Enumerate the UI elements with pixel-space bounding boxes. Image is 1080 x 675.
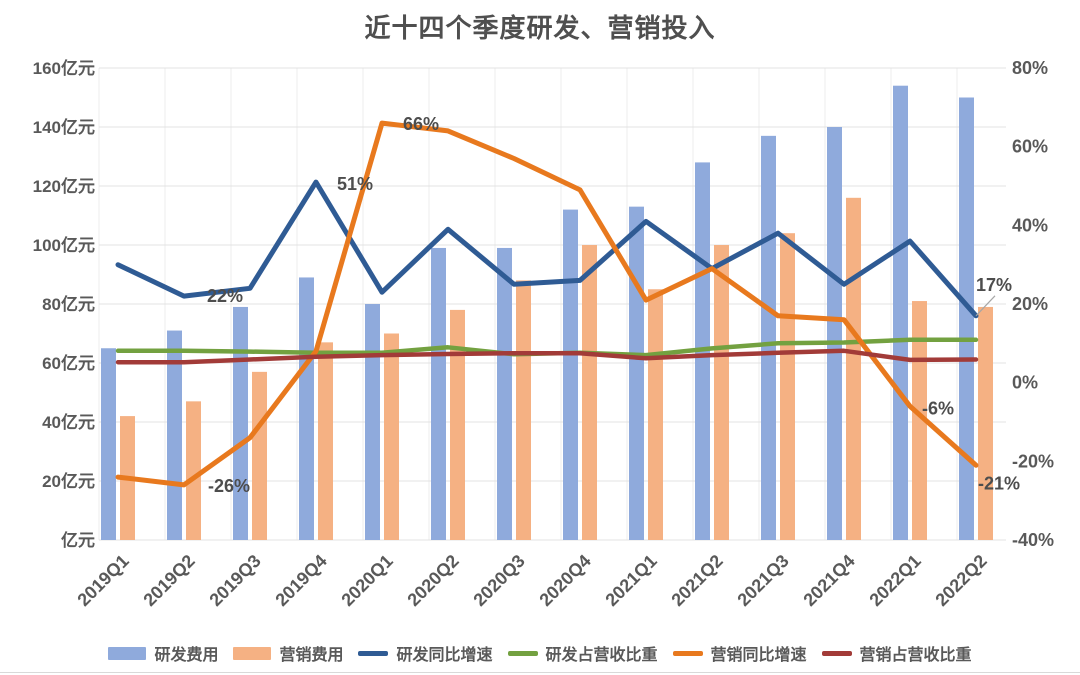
- bar-营销费用-2019Q2: [186, 401, 201, 540]
- chart-canvas: 22% 51% 66% -26% 17% -6% -21% 160亿元 140亿元 120亿元 10…: [33, 58, 1054, 610]
- y-axis-left-label: 100亿元: [33, 235, 95, 255]
- legend-swatch-bar: [108, 646, 147, 660]
- x-axis-label: 2020Q4: [535, 551, 594, 610]
- y-axis-right-label: -40%: [1012, 530, 1054, 550]
- legend-label: 研发占营收比重: [545, 647, 658, 664]
- x-axis-label: 2021Q2: [667, 551, 726, 610]
- x-axis-label: 2020Q2: [403, 551, 462, 610]
- bar-研发费用-2021Q1: [629, 206, 644, 540]
- annotation-label: -21%: [978, 473, 1020, 493]
- y-axis-left-label: 120亿元: [33, 176, 95, 196]
- data-line-研发同比增速: [115, 179, 979, 319]
- legend-label: 营销占营收比重: [859, 647, 972, 664]
- y-axis-right-label: 60%: [1012, 137, 1048, 157]
- bar-研发费用-2021Q3: [761, 135, 776, 540]
- annotation-label: 66%: [403, 114, 439, 134]
- annotation-label: 17%: [976, 275, 1012, 295]
- bar-营销费用-2020Q2: [450, 309, 465, 540]
- x-axis-label: 2020Q3: [469, 551, 528, 610]
- y-axis-right-label: 80%: [1012, 58, 1048, 78]
- legend-item-营销费用: 营销费用: [233, 641, 343, 665]
- bar-营销费用-2019Q4: [318, 342, 333, 540]
- bar-研发费用-2019Q4: [299, 277, 314, 540]
- annotation-label: -6%: [922, 398, 954, 418]
- y-axis-left-label: 亿元: [61, 530, 95, 550]
- legend-label: 研发费用: [154, 647, 219, 664]
- y-axis-left-label: 60亿元: [42, 353, 95, 373]
- x-axis-label: 2021Q3: [733, 551, 792, 610]
- legend-item-研发费用: 研发费用: [108, 641, 218, 665]
- bar-营销费用-2020Q4: [582, 245, 597, 540]
- x-axis-label: 2019Q2: [139, 551, 198, 610]
- annotation-leader-line: [975, 295, 996, 317]
- y-axis-left-label: 160亿元: [33, 58, 95, 78]
- data-line-营销占营收比重: [115, 348, 979, 365]
- x-axis-label: 2019Q1: [73, 551, 132, 610]
- bar-研发费用-2020Q4: [563, 209, 578, 540]
- y-axis-right-label: 20%: [1012, 294, 1048, 314]
- y-axis-right-label: 40%: [1012, 215, 1048, 235]
- legend-label: 研发同比增速: [396, 647, 493, 664]
- y-axis-left-label: 20亿元: [42, 471, 95, 491]
- chart-title: 近十四个季度研发、营销投入: [364, 13, 716, 43]
- x-axis-label: 2021Q4: [799, 551, 858, 610]
- bar-研发费用-2021Q4: [827, 127, 842, 540]
- bar-营销费用-2021Q1: [648, 289, 663, 540]
- legend-item-研发占营收比重: 研发占营收比重: [507, 641, 658, 665]
- legend-swatch-bar: [233, 646, 272, 660]
- x-axis-label: 2022Q1: [865, 551, 924, 610]
- bar-研发费用-2022Q1: [893, 85, 908, 540]
- x-axis-label: 2022Q2: [931, 551, 990, 610]
- bar-研发费用-2019Q2: [167, 330, 182, 540]
- bar-营销费用-2020Q1: [384, 333, 399, 540]
- bar-营销费用-2019Q3: [252, 371, 267, 540]
- legend-item-研发同比增速: 研发同比增速: [358, 641, 493, 665]
- annotation-label: 22%: [207, 286, 243, 306]
- x-axis-label: 2020Q1: [337, 551, 396, 610]
- bar-营销费用-2020Q3: [516, 280, 531, 540]
- x-axis-label: 2019Q3: [205, 551, 264, 610]
- y-axis-left-label: 140亿元: [33, 117, 95, 137]
- bar-营销费用-2021Q2: [714, 245, 729, 540]
- legend: 研发费用 营销费用 研发同比增速 研发占营收比重 营销同比增速 营销占营收比重: [0, 641, 1080, 665]
- annotation-label: 51%: [337, 174, 373, 194]
- legend-label: 营销同比增速: [710, 647, 807, 664]
- bar-研发费用-2019Q3: [233, 306, 248, 540]
- y-axis-right-label: -20%: [1012, 451, 1054, 471]
- bar-研发费用-2020Q3: [497, 247, 512, 540]
- legend-swatch-line: [358, 650, 389, 656]
- y-axis-left-label: 40亿元: [42, 412, 95, 432]
- bottom-divider: [0, 672, 1080, 673]
- bar-营销费用-2021Q3: [780, 233, 795, 540]
- legend-swatch-line: [821, 650, 852, 656]
- legend-item-营销同比增速: 营销同比增速: [672, 641, 807, 665]
- legend-swatch-line: [507, 650, 538, 656]
- bar-研发费用-2019Q1: [101, 348, 116, 540]
- x-axis-label: 2021Q1: [601, 551, 660, 610]
- y-axis-left-label: 80亿元: [42, 294, 95, 314]
- legend-label: 营销费用: [279, 647, 344, 664]
- legend-item-营销占营收比重: 营销占营收比重: [821, 641, 972, 665]
- bar-研发费用-2020Q2: [431, 247, 446, 540]
- bar-研发费用-2020Q1: [365, 304, 380, 540]
- x-axis-label: 2019Q4: [271, 551, 330, 610]
- legend-swatch-line: [672, 650, 703, 656]
- annotation-label: -26%: [208, 476, 250, 496]
- bar-营销费用-2021Q4: [846, 197, 861, 541]
- y-axis-right-label: 0%: [1012, 373, 1038, 393]
- bar-研发费用-2022Q2: [959, 97, 974, 540]
- data-line-营销同比增速: [115, 120, 979, 488]
- bar-营销费用-2022Q2: [978, 306, 993, 540]
